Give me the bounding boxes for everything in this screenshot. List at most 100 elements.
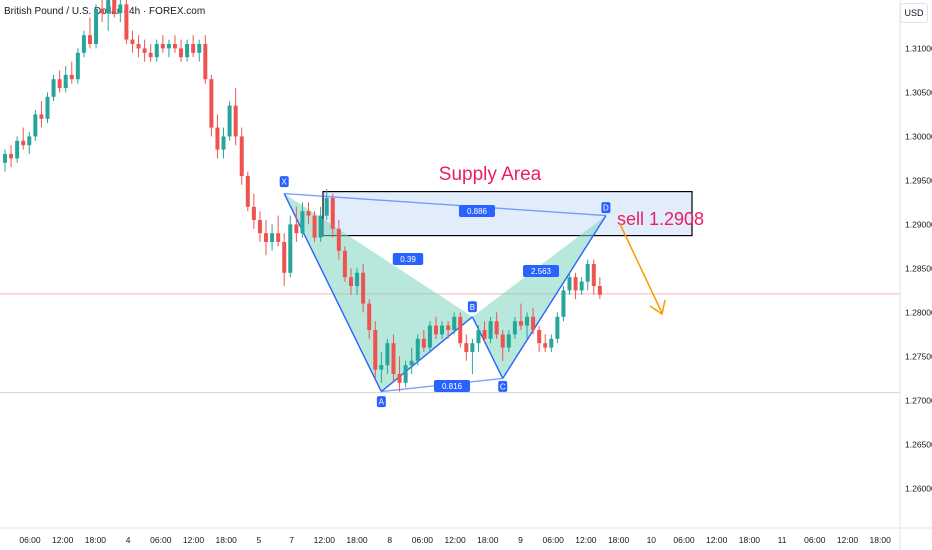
candle-body [257, 220, 262, 234]
candle [27, 132, 32, 154]
candle [191, 35, 196, 58]
point-badge-text: B [470, 303, 475, 312]
candle-body [391, 343, 396, 374]
candle-body [215, 127, 220, 150]
candle [306, 202, 311, 225]
candle [464, 334, 469, 361]
point-badge-bg [498, 380, 508, 392]
y-tick-label: 1.29500 [905, 175, 932, 185]
leg-bc [471, 316, 504, 379]
candle-body [421, 338, 426, 348]
ratio-xb: 0.39 [392, 253, 424, 265]
candle [75, 48, 80, 84]
candle [518, 303, 523, 330]
candle-body [264, 233, 269, 242]
supply-area-box[interactable] [322, 191, 693, 237]
candle [39, 101, 44, 128]
candle-body [446, 325, 451, 330]
candle [421, 330, 426, 352]
candle [597, 277, 602, 300]
ratio-badge-bg [392, 253, 424, 265]
candle [543, 334, 548, 352]
forecast-arrow-line [619, 223, 663, 314]
candle [154, 39, 159, 62]
candle-body [81, 35, 86, 53]
candle-body [154, 44, 159, 58]
x-tick-label: 18:00 [608, 535, 630, 545]
x-tick-label: 18:00 [346, 535, 368, 545]
candle-body [136, 44, 141, 49]
candle [251, 193, 256, 229]
candle [51, 74, 56, 102]
x-tick-label: 18:00 [739, 535, 761, 545]
candle [373, 321, 378, 379]
candle-body [549, 338, 554, 348]
leg-xa [283, 193, 382, 392]
x-tick-label: 11 [778, 535, 787, 545]
ratio-badge-text: 0.39 [400, 255, 416, 264]
candle [494, 312, 499, 339]
candle [179, 39, 184, 62]
candle [221, 127, 226, 159]
candle-body [197, 44, 202, 53]
candle-body [239, 136, 244, 176]
x-tick-label: 7 [289, 535, 294, 545]
candle [57, 70, 62, 93]
candle [567, 272, 572, 295]
candle [100, 0, 105, 22]
candle [403, 360, 408, 388]
y-tick-label: 1.28500 [905, 263, 932, 273]
candle [112, 0, 117, 18]
candle-body [348, 277, 353, 286]
candle-body [276, 233, 281, 242]
candle-body [452, 316, 457, 330]
x-tick-label: 12:00 [52, 535, 74, 545]
candle [585, 259, 590, 291]
symbol-title: British Pound / U.S. Dollar · 4h · FOREX… [4, 6, 206, 17]
candle [336, 220, 341, 260]
candle [3, 149, 7, 172]
y-tick-label: 1.28000 [905, 307, 932, 317]
candle [440, 321, 445, 339]
pattern-point-c: C [498, 380, 508, 392]
candle-body [87, 35, 92, 44]
ratio-badge-bg [434, 380, 470, 392]
candle [348, 268, 353, 295]
candle-body [21, 140, 26, 146]
candle [142, 39, 147, 62]
x-tick-label: 18:00 [477, 535, 499, 545]
candle-body [464, 343, 469, 352]
candle [9, 145, 14, 168]
candle-body [318, 215, 323, 238]
candle [294, 206, 299, 242]
retrace-xd [284, 192, 606, 217]
candle [379, 352, 384, 383]
candle [130, 30, 135, 53]
candle [573, 272, 578, 300]
ratio-badge-text: 0.886 [467, 207, 488, 216]
candle-body [75, 52, 80, 80]
candle [288, 215, 293, 278]
candle-body [361, 272, 366, 304]
candle [531, 308, 536, 335]
candle-body [579, 281, 584, 291]
x-tick-label: 06:00 [150, 535, 172, 545]
candle [312, 211, 317, 242]
candle-body [470, 343, 475, 352]
point-badge-text: D [603, 204, 609, 213]
candle-body [112, 0, 117, 14]
x-tick-label: 12:00 [183, 535, 205, 545]
candle-body [63, 74, 68, 88]
candle-body [69, 74, 74, 80]
forecast-arrow-head [649, 299, 666, 316]
candle-body [94, 8, 99, 45]
candle [476, 325, 481, 352]
candle-body [512, 321, 517, 335]
candle [555, 312, 560, 344]
leg-ab [380, 316, 473, 393]
candle [324, 189, 329, 220]
candle-body [561, 290, 566, 317]
candle [33, 110, 38, 141]
y-tick-label: 1.27500 [905, 351, 932, 361]
